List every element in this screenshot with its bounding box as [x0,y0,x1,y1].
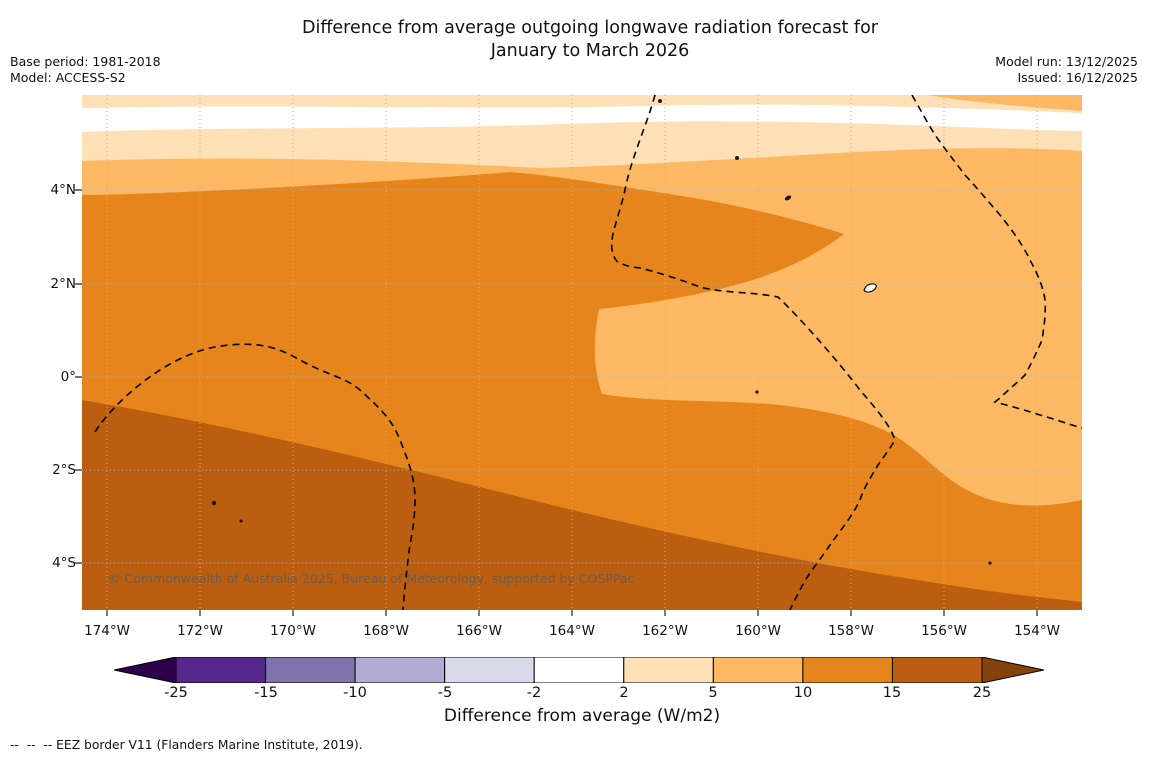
x-axis-label: 172°W [177,623,223,639]
x-axis-label: 156°W [921,623,967,639]
colorbar-seg-7 [712,657,804,683]
x-axis-label: 168°W [363,623,409,639]
eez-border-central [610,95,896,611]
x-axis-label: 166°W [456,623,502,639]
model-run-label: Model run: 13/12/2025 [995,54,1138,69]
x-axis-label: 160°W [735,623,781,639]
y-axis-label: 2°S [52,462,76,478]
chart-title-line1: Difference from average outgoing longwav… [302,18,878,38]
contour-region-top-2-5 [82,95,1082,113]
colorbar-tick-label: 15 [882,685,902,701]
x-axis-label: 162°W [642,623,688,639]
islands [211,99,992,565]
colorbar-seg-2 [265,657,356,683]
gridlines-horizontal [82,189,1082,564]
eez-border-east [911,95,1082,429]
colorbar-seg-1 [175,657,267,683]
chart-title-line2: January to March 2026 [490,41,690,61]
x-axis-label: 170°W [270,623,316,639]
colorbar-tick-label: 2 [619,685,629,701]
island-dot [658,99,662,103]
colorbar-tick-label: 10 [793,685,813,701]
colorbar-tick-label: 5 [708,685,718,701]
x-axis-label: 164°W [549,623,595,639]
colorbar-seg-9 [891,657,983,683]
colorbar-seg-5 [533,657,625,683]
colorbar-arrow-left [114,657,177,683]
model-label: Model: ACCESS-S2 [10,70,126,85]
island-dot [988,561,992,565]
island-dot [211,500,217,506]
meta-right: Model run: 13/12/2025 Issued: 16/12/2025 [995,54,1138,86]
colorbar-tick-label: -10 [343,685,367,701]
eez-legend-note: -- -- -- EEZ border V11 (Flanders Marine… [10,738,363,752]
map-canvas [75,95,1082,616]
y-axis-label: 2°N [50,276,76,292]
colorbar-arrow-right [981,657,1044,683]
copyright-text: © Commonwealth of Australia 2025, Bureau… [108,571,635,586]
island-dot [239,519,243,523]
x-axis-label: 174°W [84,623,130,639]
y-axis-label: 0° [60,369,76,385]
island-dot [755,390,759,394]
eez-borders [94,95,1082,611]
base-period-label: Base period: 1981-2018 [10,54,161,69]
colorbar-tick-label: -5 [437,685,453,701]
chart-title: Difference from average outgoing longwav… [60,17,1120,63]
colorbar-tick-label: -15 [254,685,278,701]
island-atoll [863,283,877,293]
contour-region-topright-5-10 [927,95,1082,111]
meta-left: Base period: 1981-2018 Model: ACCESS-S2 [10,54,161,86]
y-axis-label: 4°N [50,182,76,198]
colorbar-seg-6 [623,657,714,683]
y-axis-ticks [75,189,82,564]
x-axis-label: 154°W [1014,623,1060,639]
forecast-map: © Commonwealth of Australia 2025, Bureau… [75,95,1082,617]
contour-region-5-10 [82,95,1082,506]
issued-label: Issued: 16/12/2025 [1017,70,1139,85]
contour-region-15-25 [82,400,1082,610]
colorbar-tick-label: -2 [526,685,542,701]
colorbar-tick-label: -25 [164,685,188,701]
colorbar-seg-8 [802,657,893,683]
island-dot [735,156,739,160]
island-dot [784,195,792,201]
colorbar [114,657,1044,683]
y-axis-label: 4°S [52,555,76,571]
colorbar-seg-4 [444,657,535,683]
x-axis-label: 158°W [828,623,874,639]
colorbar-tick-label: 25 [972,685,992,701]
x-axis-ticks [106,610,1038,616]
colorbar-label: Difference from average (W/m2) [443,706,721,726]
colorbar-seg-3 [354,657,446,683]
